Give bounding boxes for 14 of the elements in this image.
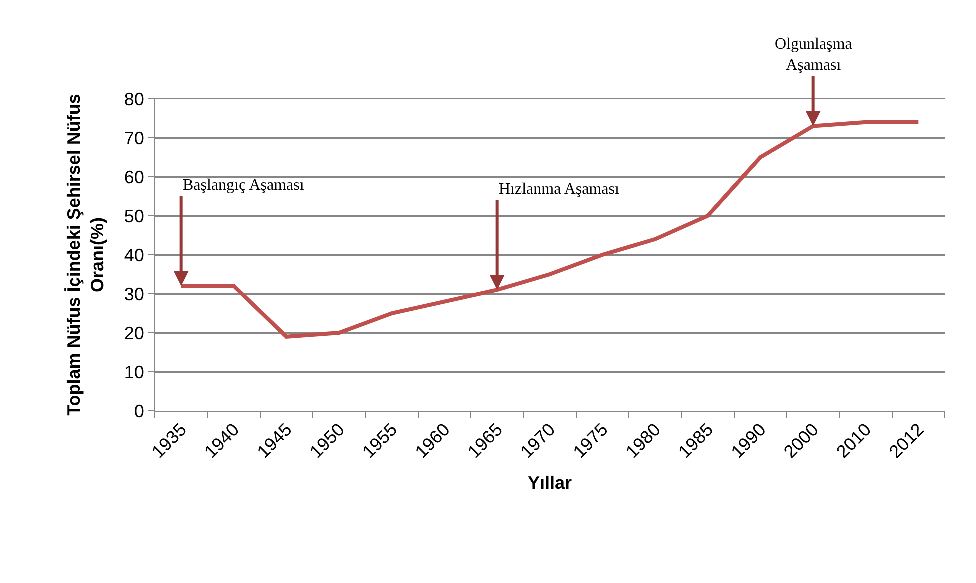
y-tick-label: 0 — [134, 401, 144, 422]
annotation: Başlangıç Aşaması — [183, 177, 305, 194]
y-tick-label: 20 — [124, 323, 144, 344]
annotation: Olgunlaşma Aşaması — [775, 36, 852, 74]
y-tick-label: 40 — [124, 245, 144, 266]
y-tick-label: 30 — [124, 284, 144, 304]
y-tick-label: 60 — [124, 167, 144, 188]
y-tick-label: 70 — [124, 128, 144, 148]
y-tick-label: 10 — [124, 362, 144, 382]
y-axis-title: Toplam Nüfus İçindeki Şehirsel Nüfus Oranı(%) — [64, 94, 108, 416]
x-axis-title: Yıllar — [528, 473, 572, 494]
y-tick-label: 50 — [124, 206, 144, 226]
y-tick-label: 80 — [124, 89, 144, 110]
annotation: Hızlanma Aşaması — [499, 181, 620, 198]
